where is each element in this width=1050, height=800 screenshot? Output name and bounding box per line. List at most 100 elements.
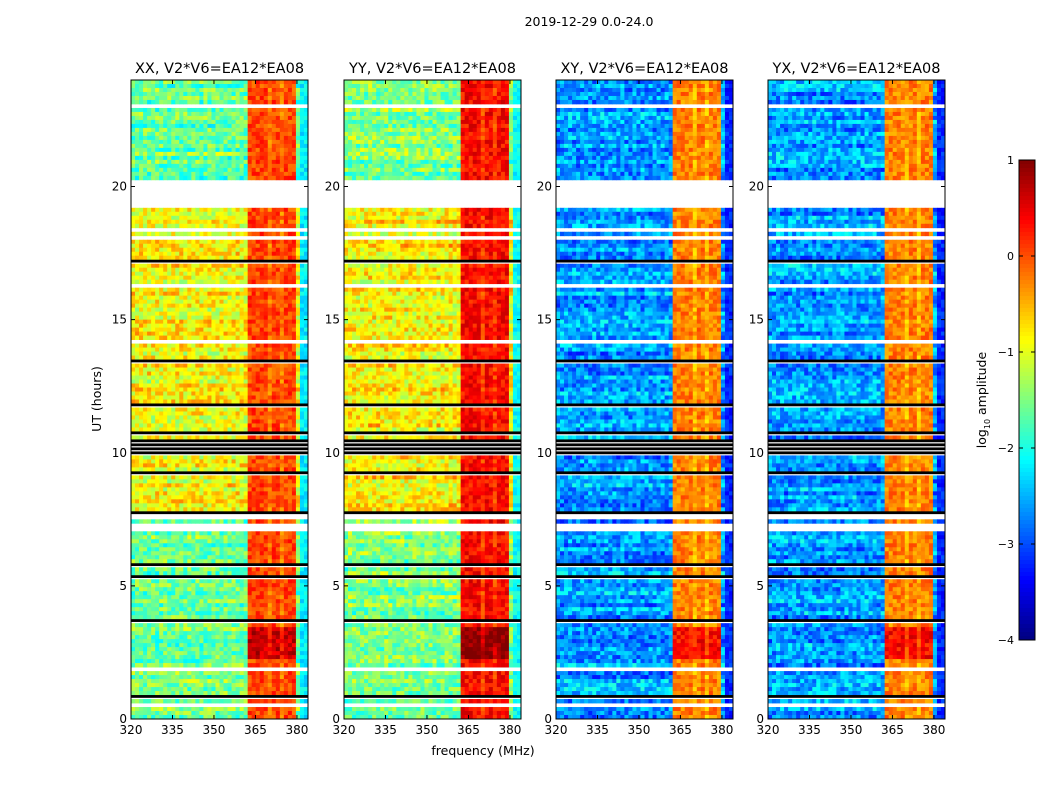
heatmap-cell	[283, 587, 289, 592]
heatmap-cell	[139, 83, 144, 89]
heatmap-cell	[235, 267, 241, 273]
heatmap-cell	[287, 127, 293, 133]
flagged-row	[131, 403, 308, 407]
heatmap-cell	[191, 587, 196, 592]
heatmap-cell	[263, 231, 269, 237]
heatmap-cell	[215, 307, 220, 313]
heatmap-cell	[251, 587, 257, 592]
heatmap-cell	[251, 267, 257, 273]
heatmap-cell	[283, 219, 289, 225]
heatmap-cell	[235, 351, 241, 356]
heatmap-cell	[303, 171, 309, 177]
heatmap-cell	[199, 391, 204, 396]
heatmap-cell	[291, 151, 297, 157]
heatmap-cell	[231, 119, 236, 125]
heatmap-cell	[215, 263, 220, 269]
heatmap-cell	[227, 379, 232, 384]
heatmap-cell	[179, 95, 184, 101]
heatmap-cell	[239, 267, 245, 273]
heatmap-cell	[155, 627, 160, 632]
heatmap-cell	[227, 615, 232, 620]
heatmap-cell	[303, 223, 309, 229]
heatmap-cell	[235, 163, 241, 169]
heatmap-cell	[303, 231, 309, 237]
heatmap-cell	[263, 111, 269, 117]
heatmap-cell	[271, 87, 277, 93]
heatmap-cell	[155, 99, 160, 105]
heatmap-cell	[215, 243, 220, 249]
heatmap-cell	[203, 375, 208, 380]
heatmap-cell	[287, 635, 293, 640]
heatmap-cell	[143, 163, 148, 169]
heatmap-cell	[223, 155, 228, 161]
heatmap-cell	[215, 571, 220, 576]
heatmap-cell	[187, 555, 192, 560]
heatmap-cell	[299, 107, 305, 113]
heatmap-cell	[167, 343, 172, 348]
heatmap-cell	[135, 159, 140, 165]
heatmap-cell	[263, 395, 269, 400]
heatmap-cell	[223, 435, 228, 440]
heatmap-cell	[271, 115, 277, 121]
heatmap-cell	[147, 151, 152, 157]
heatmap-cell	[143, 327, 148, 332]
heatmap-cell	[139, 163, 144, 169]
heatmap-cell	[283, 323, 289, 329]
heatmap-cell	[179, 247, 184, 253]
heatmap-cell	[275, 391, 281, 396]
heatmap-cell	[147, 143, 152, 149]
heatmap-cell	[263, 507, 269, 512]
heatmap-cell	[287, 571, 293, 576]
heatmap-cell	[295, 99, 301, 105]
heatmap-cell	[135, 611, 140, 616]
heatmap-cell	[279, 499, 285, 504]
heatmap-cell	[251, 467, 257, 472]
heatmap-cell	[211, 535, 216, 540]
heatmap-cell	[231, 219, 236, 225]
heatmap-cell	[187, 627, 192, 632]
heatmap-cell	[211, 395, 216, 400]
heatmap-cell	[159, 591, 164, 596]
heatmap-cell	[287, 411, 293, 416]
heatmap-cell	[191, 115, 196, 121]
heatmap-cell	[267, 315, 273, 321]
heatmap-cell	[143, 115, 148, 121]
heatmap-cell	[223, 547, 228, 552]
heatmap-cell	[271, 419, 277, 424]
heatmap-cell	[247, 91, 253, 97]
heatmap-cell	[267, 383, 273, 388]
heatmap-cell	[167, 483, 172, 488]
heatmap-cell	[251, 539, 257, 544]
heatmap-cell	[283, 595, 289, 600]
heatmap-cell	[183, 267, 188, 273]
heatmap-cell	[175, 411, 180, 416]
heatmap-cell	[239, 207, 245, 213]
heatmap-cell	[135, 503, 140, 508]
heatmap-cell	[271, 355, 277, 360]
heatmap-cell	[171, 631, 176, 636]
heatmap-cell	[279, 391, 285, 396]
heatmap-cell	[131, 147, 136, 153]
heatmap-cell	[183, 175, 188, 181]
heatmap-cell	[183, 275, 188, 281]
heatmap-cell	[219, 399, 224, 404]
heatmap-cell	[139, 455, 144, 460]
heatmap-cell	[143, 547, 148, 552]
heatmap-cell	[219, 479, 224, 484]
heatmap-cell	[215, 351, 220, 356]
heatmap-cell	[199, 427, 204, 432]
heatmap-cell	[199, 155, 204, 161]
heatmap-cell	[235, 135, 241, 141]
heatmap-cell	[199, 299, 204, 305]
heatmap-cell	[247, 327, 253, 332]
heatmap-cell	[163, 547, 168, 552]
heatmap-cell	[155, 95, 160, 101]
heatmap-cell	[283, 567, 289, 572]
heatmap-cell	[139, 343, 144, 348]
heatmap-cell	[263, 95, 269, 101]
heatmap-cell	[203, 491, 208, 496]
heatmap-cell	[247, 111, 253, 117]
heatmap-cell	[299, 587, 305, 592]
heatmap-cell	[303, 483, 309, 488]
heatmap-cell	[259, 503, 265, 508]
